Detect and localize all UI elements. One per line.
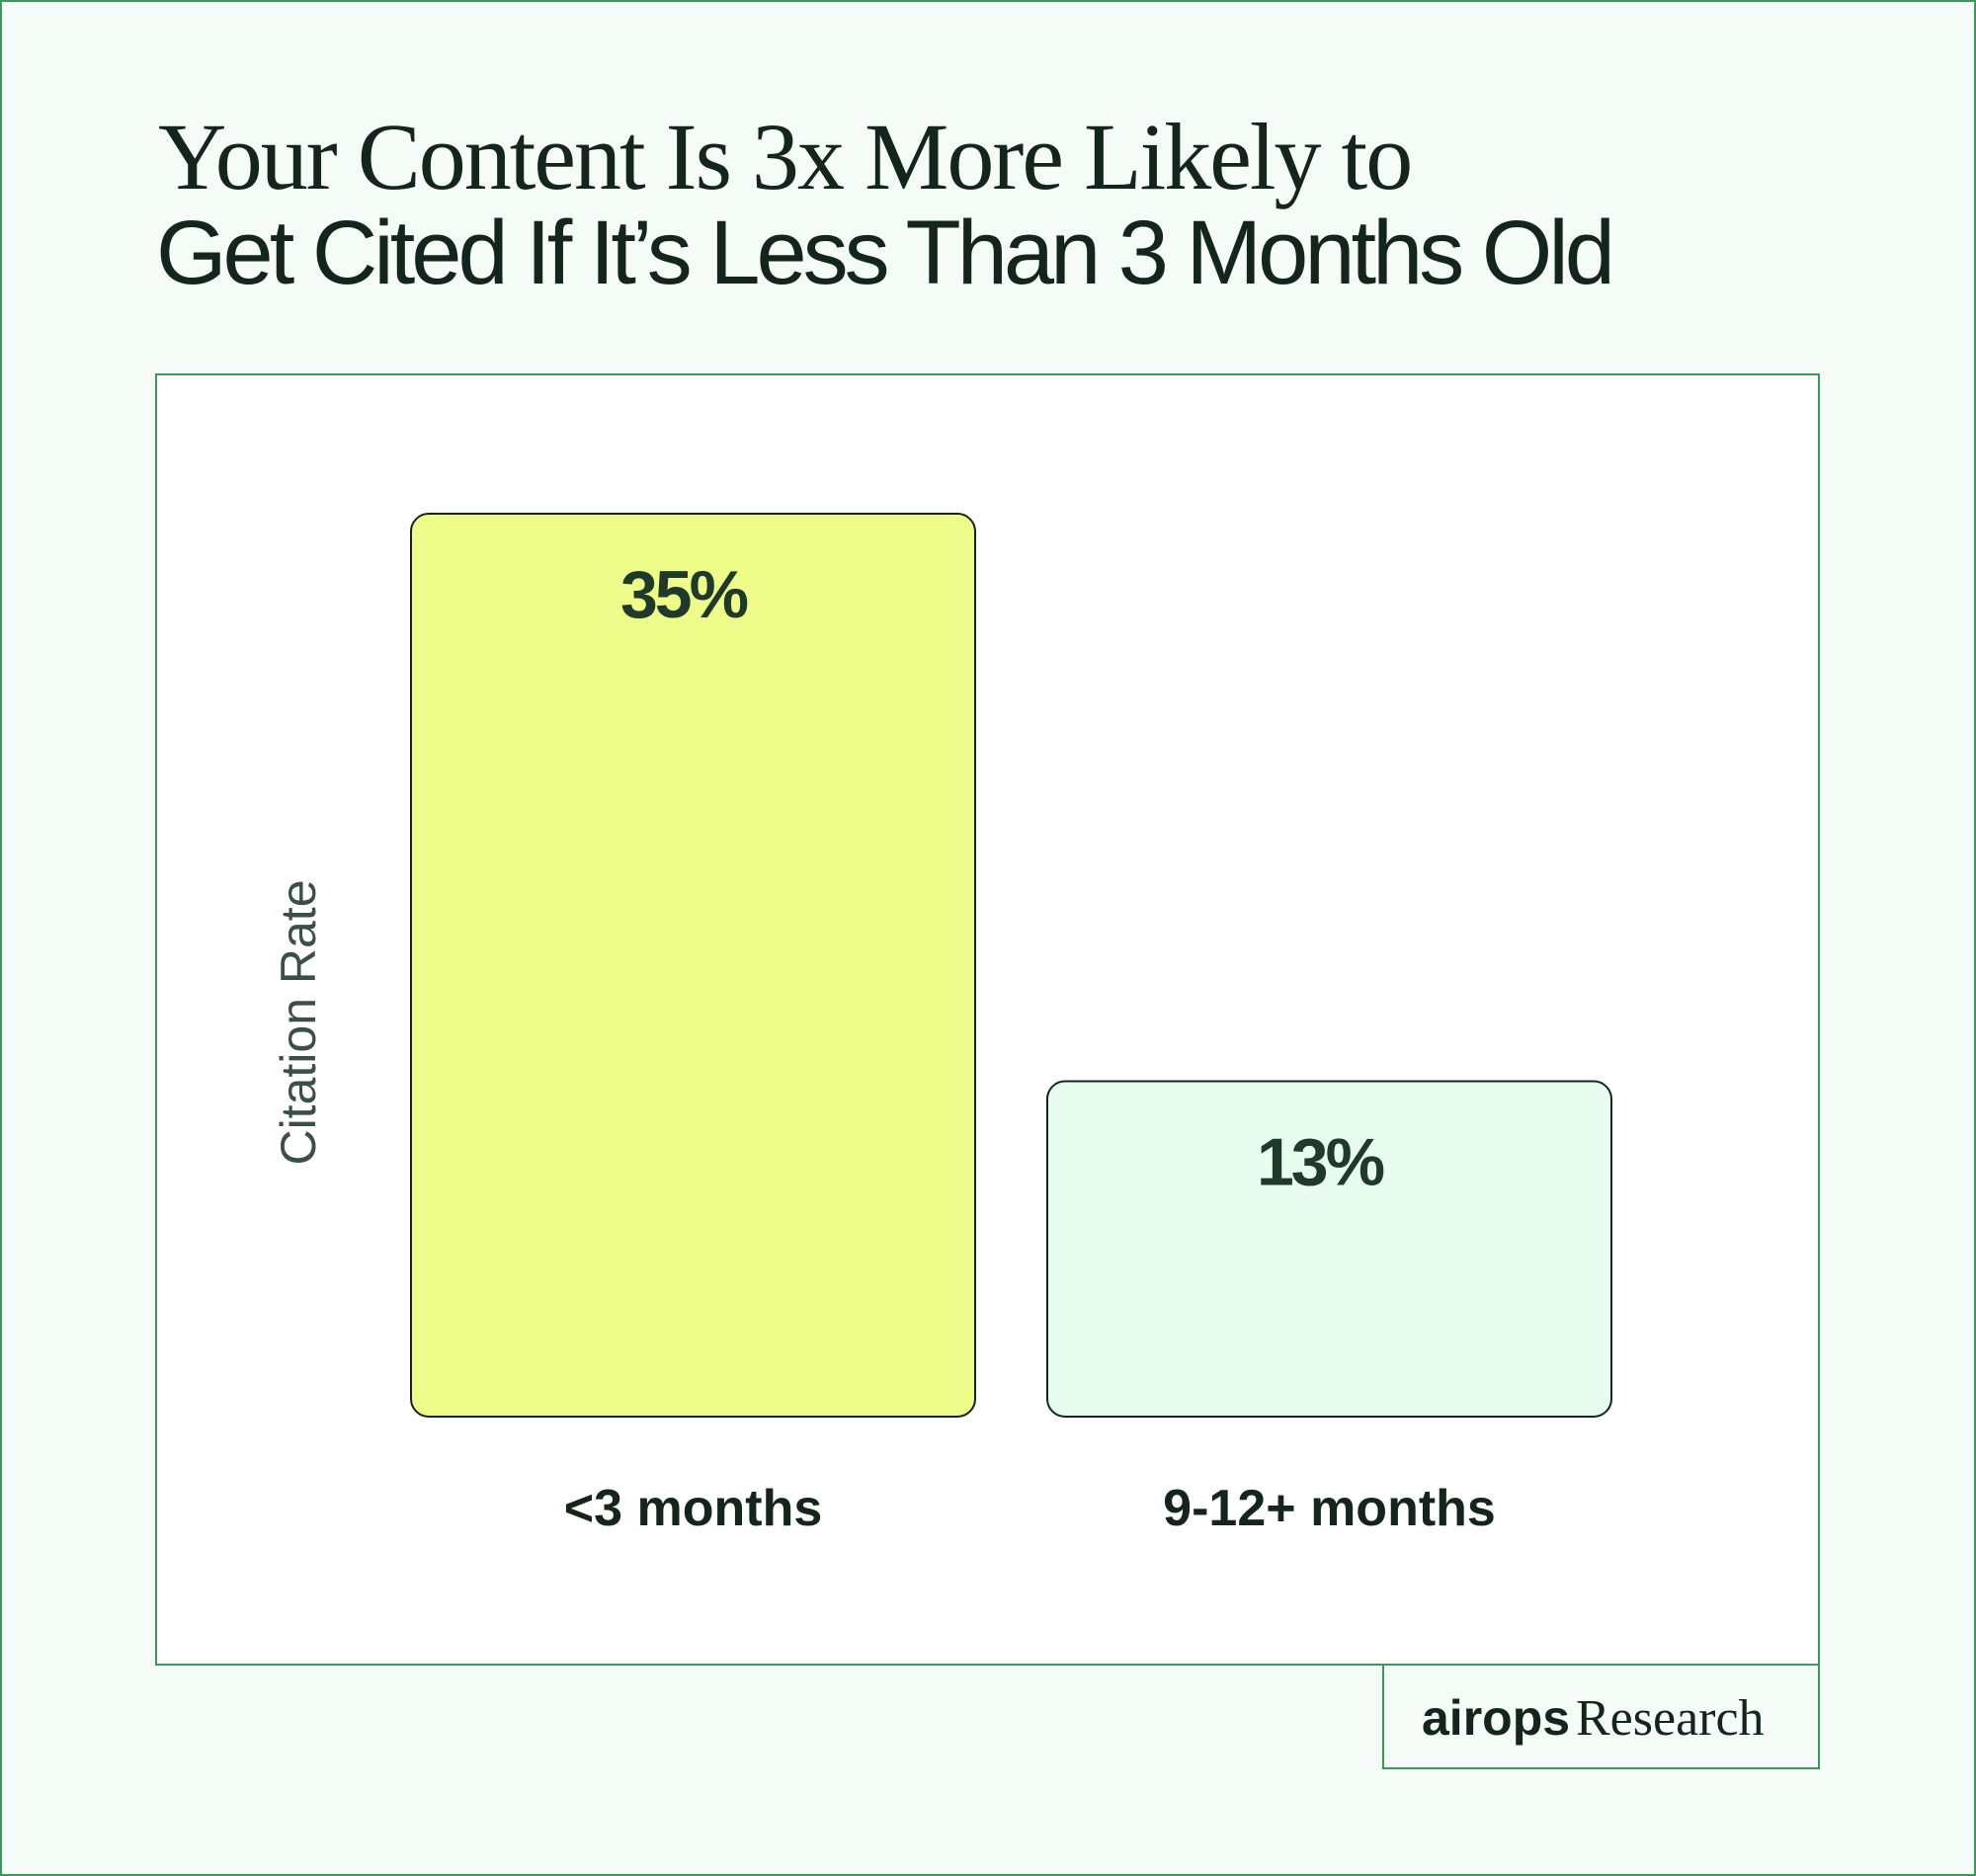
- x-tick-label: <3 months: [564, 1480, 823, 1537]
- value-label: 13%: [1257, 1125, 1384, 1200]
- y-axis-label: Citation Rate: [271, 879, 326, 1165]
- plot-frame: [155, 373, 1820, 1666]
- x-tick-label: 9-12+ months: [1163, 1480, 1496, 1537]
- bar: [410, 513, 976, 1418]
- bar: [1046, 1080, 1612, 1418]
- footer-frame: [1382, 1664, 1820, 1769]
- chart-title-line: Your Content Is 3x More Likely to: [158, 104, 1411, 209]
- footer-label: Research: [1576, 1690, 1765, 1747]
- footer-brand: airops: [1422, 1690, 1570, 1746]
- chart-title-line: Get Cited If It’s Less Than 3 Months Old: [156, 203, 1611, 303]
- value-label: 35%: [620, 557, 748, 632]
